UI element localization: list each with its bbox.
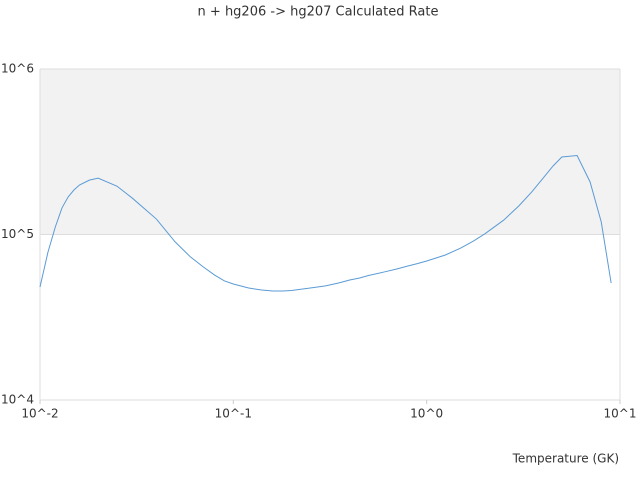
x-tick-label: 10^0 [410, 407, 443, 421]
x-tick-label: 10^-1 [215, 407, 252, 421]
x-tick-label: 10^-2 [21, 407, 58, 421]
y-tick-label: 10^6 [1, 62, 34, 76]
y-tick-label: 10^5 [1, 227, 34, 241]
data-line [39, 155, 612, 292]
x-axis-label: Temperature (GK) [512, 452, 619, 466]
y-tick-label: 10^4 [1, 393, 34, 407]
x-tick-label: 10^1 [604, 407, 637, 421]
chart-title: n + hg206 -> hg207 Calculated Rate [198, 5, 439, 20]
plot-band [40, 69, 620, 235]
